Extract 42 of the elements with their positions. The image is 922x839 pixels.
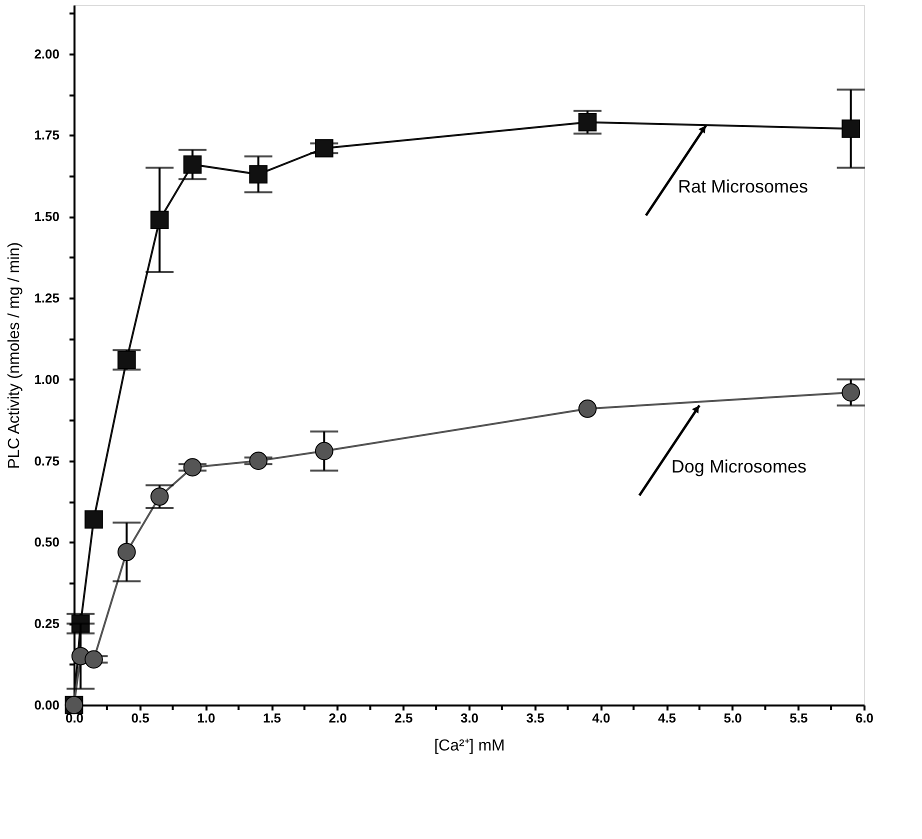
- x-tick-label: 3.0: [460, 710, 479, 726]
- point: [183, 458, 202, 476]
- y-tick-label: 0.00: [34, 698, 60, 712]
- x-axis-title: [Ca²⁺] mM: [434, 738, 505, 754]
- y-tick-label: 0.75: [34, 453, 60, 468]
- point: [150, 487, 169, 506]
- point: [84, 650, 103, 669]
- point: [84, 510, 103, 529]
- point: [150, 210, 169, 230]
- point: [842, 383, 860, 402]
- y-tick-label: 1.00: [34, 372, 60, 387]
- y-tick-label: 0.50: [34, 534, 60, 550]
- y-tick-label: 1.50: [34, 209, 60, 224]
- y-tick-label: 2.00: [34, 46, 60, 62]
- point: [249, 452, 268, 470]
- x-tick-label: 4.0: [592, 710, 610, 726]
- point: [118, 542, 136, 562]
- y-tick-label: 1.75: [34, 128, 60, 143]
- point: [842, 120, 860, 138]
- point: [249, 165, 268, 184]
- x-tick-label: 0.5: [131, 710, 150, 726]
- point: [118, 350, 136, 370]
- y-tick-label: 0.25: [34, 616, 60, 632]
- x-tick-label: 3.5: [526, 710, 544, 726]
- point: [578, 113, 597, 132]
- x-tick-label: 5.0: [724, 710, 742, 726]
- x-tick-label: 6.0: [855, 710, 874, 726]
- point: [315, 139, 334, 158]
- point: [315, 442, 334, 460]
- x-tick-label: 2.5: [394, 710, 413, 726]
- point: [183, 155, 202, 174]
- annotation: Dog Microsomes: [671, 456, 806, 476]
- x-tick-label: 2.0: [328, 710, 347, 726]
- x-tick-label: 1.0: [197, 710, 216, 726]
- x-tick-label: 4.5: [658, 710, 676, 726]
- y-tick-label: 1.25: [34, 290, 60, 306]
- x-tick-label: 5.5: [790, 710, 808, 726]
- x-tick-label: 0.0: [65, 710, 84, 726]
- x-tick-label: 1.5: [262, 710, 282, 726]
- annotation: Rat Microsomes: [678, 176, 808, 196]
- point: [578, 400, 597, 418]
- y-axis-title: PLC Activity (nmoles / mg / min): [6, 242, 24, 469]
